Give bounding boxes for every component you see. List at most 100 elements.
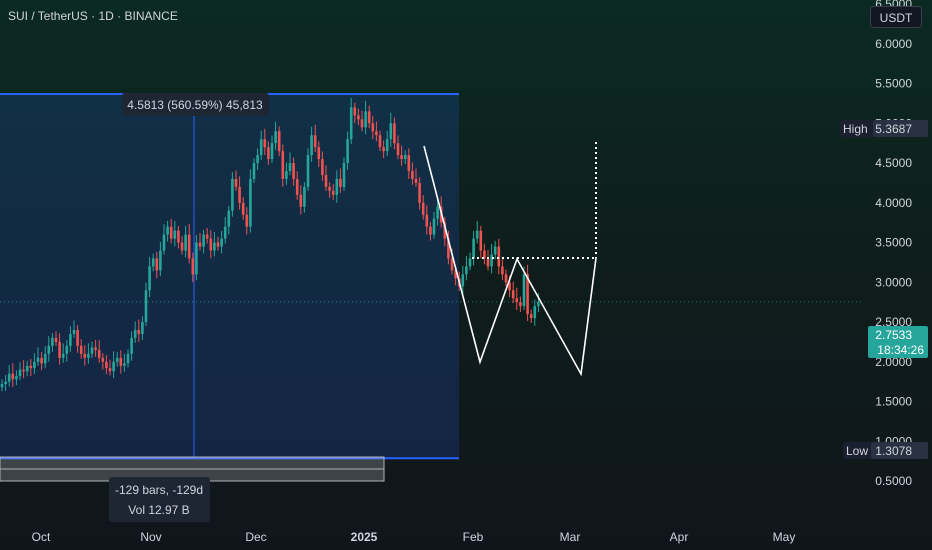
- candle-body: [421, 202, 425, 215]
- candle-body: [69, 333, 72, 346]
- candle-body: [43, 353, 47, 364]
- y-axis-tick: 2.5000: [875, 315, 912, 329]
- candle-body: [493, 246, 497, 255]
- candle-body: [425, 214, 429, 227]
- candle-body: [515, 298, 519, 303]
- candle-body: [504, 274, 508, 283]
- candle-body: [54, 337, 58, 342]
- candle-body: [511, 290, 515, 299]
- candle-body: [360, 119, 364, 128]
- candle-body: [331, 190, 335, 195]
- y-axis-tick: 2.0000: [875, 355, 912, 369]
- candle-body: [353, 107, 357, 116]
- candle-body: [187, 234, 191, 259]
- measure-bars-label: -129 bars, -129d: [115, 483, 203, 497]
- candle-body: [486, 258, 490, 267]
- candle-body: [303, 186, 306, 207]
- candle-body: [407, 155, 411, 171]
- y-axis-tick: 4.0000: [875, 196, 912, 210]
- candle-body: [159, 250, 162, 271]
- y-axis-tick: 3.0000: [875, 275, 912, 289]
- measure-range-box[interactable]: [0, 93, 459, 459]
- candle-body: [169, 226, 173, 239]
- candle-body: [522, 274, 526, 307]
- candle-body: [119, 357, 123, 366]
- candle-body: [306, 155, 310, 187]
- candle-body: [389, 123, 393, 140]
- candle-body: [526, 274, 529, 315]
- candle-body: [173, 230, 177, 239]
- candle-body: [231, 178, 234, 211]
- candle-body: [346, 139, 349, 164]
- candle-body: [317, 147, 321, 160]
- candle-body: [97, 349, 101, 358]
- candle-body: [475, 230, 479, 239]
- candle-body: [198, 242, 202, 247]
- candle-body: [115, 357, 119, 362]
- candle-body: [141, 322, 144, 334]
- candle-body: [508, 282, 511, 291]
- candle-body: [295, 178, 299, 195]
- candle-body: [137, 330, 141, 334]
- candle-body: [411, 171, 414, 179]
- candle-body: [375, 131, 378, 136]
- candle-body: [447, 238, 450, 259]
- last-price-badge: [868, 326, 928, 358]
- candle-body: [324, 174, 328, 187]
- candle-body: [274, 131, 277, 144]
- measure-bottom-label-bg: [109, 477, 210, 522]
- candle-body: [292, 163, 295, 179]
- candle-body: [105, 361, 108, 369]
- candle-body: [72, 330, 76, 334]
- candle-body: [479, 230, 483, 251]
- candle-body: [184, 234, 187, 251]
- candle-body: [252, 163, 256, 179]
- candle-body: [191, 258, 195, 275]
- candle-body: [90, 347, 94, 354]
- currency-button[interactable]: USDT: [870, 6, 922, 28]
- candle-body: [51, 337, 54, 346]
- candle-body: [209, 238, 213, 251]
- candle-body: [342, 163, 346, 187]
- candle-body: [223, 226, 227, 239]
- candle-body: [249, 178, 252, 227]
- candle-body: [436, 206, 439, 219]
- candle-body: [65, 345, 69, 354]
- candle-body: [220, 238, 223, 247]
- candle-body: [94, 347, 97, 350]
- candle-body: [349, 107, 353, 140]
- x-axis-tick: Feb: [463, 530, 484, 544]
- candle-body: [227, 210, 231, 227]
- y-axis-tick: 3.5000: [875, 236, 912, 250]
- x-axis-tick: Mar: [560, 530, 581, 544]
- candle-body: [101, 357, 105, 362]
- candle-body: [321, 159, 324, 175]
- candle-body: [443, 222, 447, 239]
- candle-body: [465, 266, 468, 275]
- candle-body: [270, 143, 274, 160]
- x-axis-tick: 2025: [351, 530, 378, 544]
- candle-body: [133, 330, 137, 338]
- candle-body: [357, 115, 360, 120]
- high-label-value: 5.3687: [875, 122, 912, 136]
- candle-body: [533, 306, 537, 319]
- candle-body: [450, 258, 454, 271]
- candle-body: [429, 226, 432, 235]
- candle-body: [432, 218, 436, 235]
- symbol-title: SUI / TetherUS · 1D · BINANCE: [8, 9, 178, 23]
- candle-body: [241, 202, 245, 215]
- candle-body: [256, 155, 259, 164]
- candle-body: [25, 365, 29, 372]
- x-axis-tick: May: [773, 530, 796, 544]
- candle-body: [151, 258, 155, 267]
- candle-body: [299, 194, 303, 207]
- candle-body: [328, 186, 331, 191]
- candle-body: [339, 178, 342, 187]
- candle-body: [47, 345, 51, 354]
- candle-body: [396, 143, 400, 156]
- candle-body: [123, 363, 126, 366]
- candle-body: [7, 373, 11, 382]
- candle-body: [529, 314, 533, 319]
